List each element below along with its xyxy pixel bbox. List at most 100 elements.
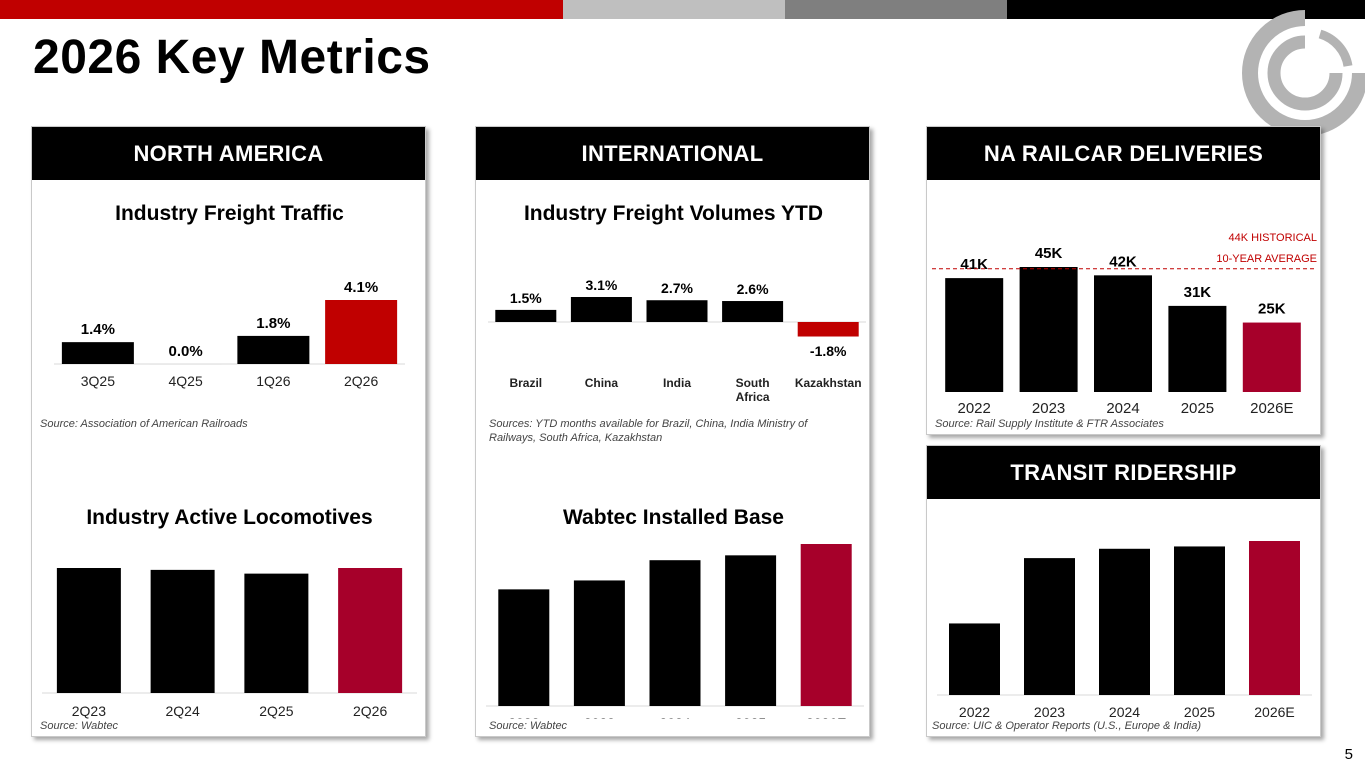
transit_ridership-bar <box>1024 558 1075 695</box>
active-locomotives-source: Source: Wabtec <box>40 720 119 732</box>
north-america-header: NORTH AMERICA <box>32 127 425 180</box>
top-color-bar <box>0 0 1365 19</box>
top-bar-red-segment <box>0 0 563 19</box>
active_locomotives-bar <box>56 568 121 693</box>
freight_volumes-bar <box>722 301 784 322</box>
installed_base-bar <box>498 589 550 706</box>
company-logo-icon <box>1242 10 1365 136</box>
freight_traffic-tick-label: 4Q25 <box>169 373 203 389</box>
freight_volumes-bar <box>495 309 557 322</box>
installed_base-bar <box>649 560 701 706</box>
railcar_deliveries-data-label: 42K <box>1109 253 1137 270</box>
railcar_deliveries-reference-label-1: 44K HISTORICAL <box>1229 232 1317 244</box>
railcar_deliveries-tick-label: 2026E <box>1250 400 1293 417</box>
freight_traffic-tick-label: 2Q26 <box>344 373 378 389</box>
freight_volumes-tick-label: China <box>585 376 619 390</box>
na-railcar-header: NA RAILCAR DELIVERIES <box>927 127 1320 180</box>
installed_base-tick-label: 2024 <box>659 715 690 719</box>
transit_ridership-bar <box>1099 548 1150 695</box>
active_locomotives-tick-label: 2Q23 <box>72 703 106 719</box>
railcar_deliveries-data-label: 41K <box>960 256 988 273</box>
freight_volumes-data-label: 1.5% <box>510 290 542 306</box>
transit_ridership-bar <box>949 623 1000 695</box>
freight-volumes-source: Sources: YTD months available for Brazil… <box>489 418 808 444</box>
installed-base-chart: 2022 2023 2024 2025 2026E <box>486 544 864 719</box>
freight_volumes-data-label: 3.1% <box>585 277 617 293</box>
freight-traffic-title: Industry Freight Traffic <box>115 202 344 225</box>
freight_volumes-tick-label: South <box>736 376 770 390</box>
transit-ridership-chart: 2022 2023 2024 2025 2026E <box>937 541 1312 720</box>
freight_volumes-tick-label: India <box>663 376 691 390</box>
railcar_deliveries-data-label: 25K <box>1258 301 1286 318</box>
installed_base-bar <box>573 580 625 706</box>
freight_traffic-data-label: 1.8% <box>256 315 290 332</box>
active-locomotives-title: Industry Active Locomotives <box>86 506 373 529</box>
freight_traffic-bar <box>237 335 310 364</box>
transit_ridership-tick-label: 2022 <box>959 704 990 720</box>
active_locomotives-bar <box>244 573 309 693</box>
freight-traffic-source: Source: Association of American Railroad… <box>40 418 248 430</box>
railcar_deliveries-reference-label-2: 10-YEAR AVERAGE <box>1216 253 1317 265</box>
freight_volumes-tick-label: Kazakhstan <box>795 376 862 390</box>
transit-panel: TRANSIT RIDERSHIP 2022 2023 2024 2025 2026E … <box>926 445 1321 737</box>
railcar_deliveries-bar <box>945 278 1004 392</box>
transit_ridership-tick-label: 2025 <box>1184 704 1215 720</box>
active_locomotives-bar <box>338 568 403 693</box>
freight_traffic-bar <box>61 342 134 364</box>
active_locomotives-tick-label: 2Q24 <box>166 703 200 719</box>
freight_traffic-data-label: 1.4% <box>81 321 115 338</box>
installed_base-tick-label: 2025 <box>735 715 766 719</box>
freight_traffic-tick-label: 1Q26 <box>256 373 290 389</box>
freight_traffic-bar <box>325 300 398 364</box>
top-bar-darkgray-segment <box>785 0 1007 19</box>
railcar_deliveries-data-label: 31K <box>1184 284 1212 301</box>
installed_base-tick-label: 2023 <box>584 715 615 719</box>
active-locomotives-chart: 2Q23 2Q24 2Q25 2Q26 <box>42 568 417 719</box>
freight_volumes-tick-label: Brazil <box>509 376 542 390</box>
installed_base-tick-label: 2022 <box>508 715 539 719</box>
active_locomotives-tick-label: 2Q26 <box>353 703 387 719</box>
freight_traffic-data-label: 0.0% <box>169 343 203 360</box>
railcar_deliveries-bar <box>1242 322 1301 392</box>
north-america-panel: NORTH AMERICA Industry Freight Traffic 1… <box>31 126 426 737</box>
freight_volumes-data-label: 2.7% <box>661 280 693 296</box>
active_locomotives-tick-label: 2Q25 <box>259 703 293 719</box>
transit_ridership-tick-label: 2024 <box>1109 704 1140 720</box>
transit-header: TRANSIT RIDERSHIP <box>927 446 1320 499</box>
installed-base-title: Wabtec Installed Base <box>563 506 784 529</box>
railcar_deliveries-data-label: 45K <box>1035 245 1063 262</box>
freight-volumes-chart: 1.5% Brazil 3.1% China 2.7% India 2.6% SouthAfr… <box>488 277 866 404</box>
installed_base-bar <box>800 544 852 706</box>
freight_volumes-tick-label: Africa <box>736 390 770 404</box>
railcar_deliveries-bar <box>1094 275 1152 392</box>
freight-volumes-title: Industry Freight Volumes YTD <box>523 202 824 225</box>
railcar-deliveries-source: Source: Rail Supply Institute & FTR Asso… <box>935 418 1164 430</box>
railcar-deliveries-chart: 41K 2022 45K 2023 42K 2024 31K 2025 25K 2026E 44K … <box>932 232 1317 417</box>
railcar_deliveries-tick-label: 2022 <box>958 400 991 417</box>
page-title: 2026 Key Metrics <box>33 31 431 84</box>
transit_ridership-tick-label: 2026E <box>1254 704 1294 720</box>
freight_volumes-bar <box>797 322 859 337</box>
railcar_deliveries-tick-label: 2025 <box>1181 400 1214 417</box>
transit-ridership-source: Source: UIC & Operator Reports (U.S., Eu… <box>932 720 1202 732</box>
transit_ridership-bar <box>1249 541 1300 695</box>
installed_base-bar <box>725 555 777 706</box>
international-panel: INTERNATIONAL Industry Freight Volumes Y… <box>475 126 870 737</box>
freight_volumes-bar <box>570 297 632 322</box>
page-number: 5 <box>1344 746 1353 763</box>
freight-traffic-chart: 1.4% 3Q25 0.0% 4Q25 1.8% 1Q26 4.1% 2Q26 <box>54 279 405 389</box>
freight_volumes-data-label: 2.6% <box>737 281 769 297</box>
top-bar-black-segment <box>1007 0 1365 19</box>
installed-base-source: Source: Wabtec <box>489 720 568 732</box>
railcar_deliveries-tick-label: 2024 <box>1106 400 1139 417</box>
installed_base-tick-label: 2026E <box>806 715 846 719</box>
freight_volumes-data-label: -1.8% <box>810 343 847 359</box>
active_locomotives-bar <box>150 569 215 693</box>
railcar_deliveries-bar <box>1168 305 1227 392</box>
railcar_deliveries-tick-label: 2023 <box>1032 400 1065 417</box>
transit_ridership-bar <box>1174 546 1225 695</box>
railcar_deliveries-bar <box>1019 267 1078 392</box>
freight_traffic-data-label: 4.1% <box>344 279 378 296</box>
transit_ridership-tick-label: 2023 <box>1034 704 1065 720</box>
freight_volumes-bar <box>646 300 708 322</box>
